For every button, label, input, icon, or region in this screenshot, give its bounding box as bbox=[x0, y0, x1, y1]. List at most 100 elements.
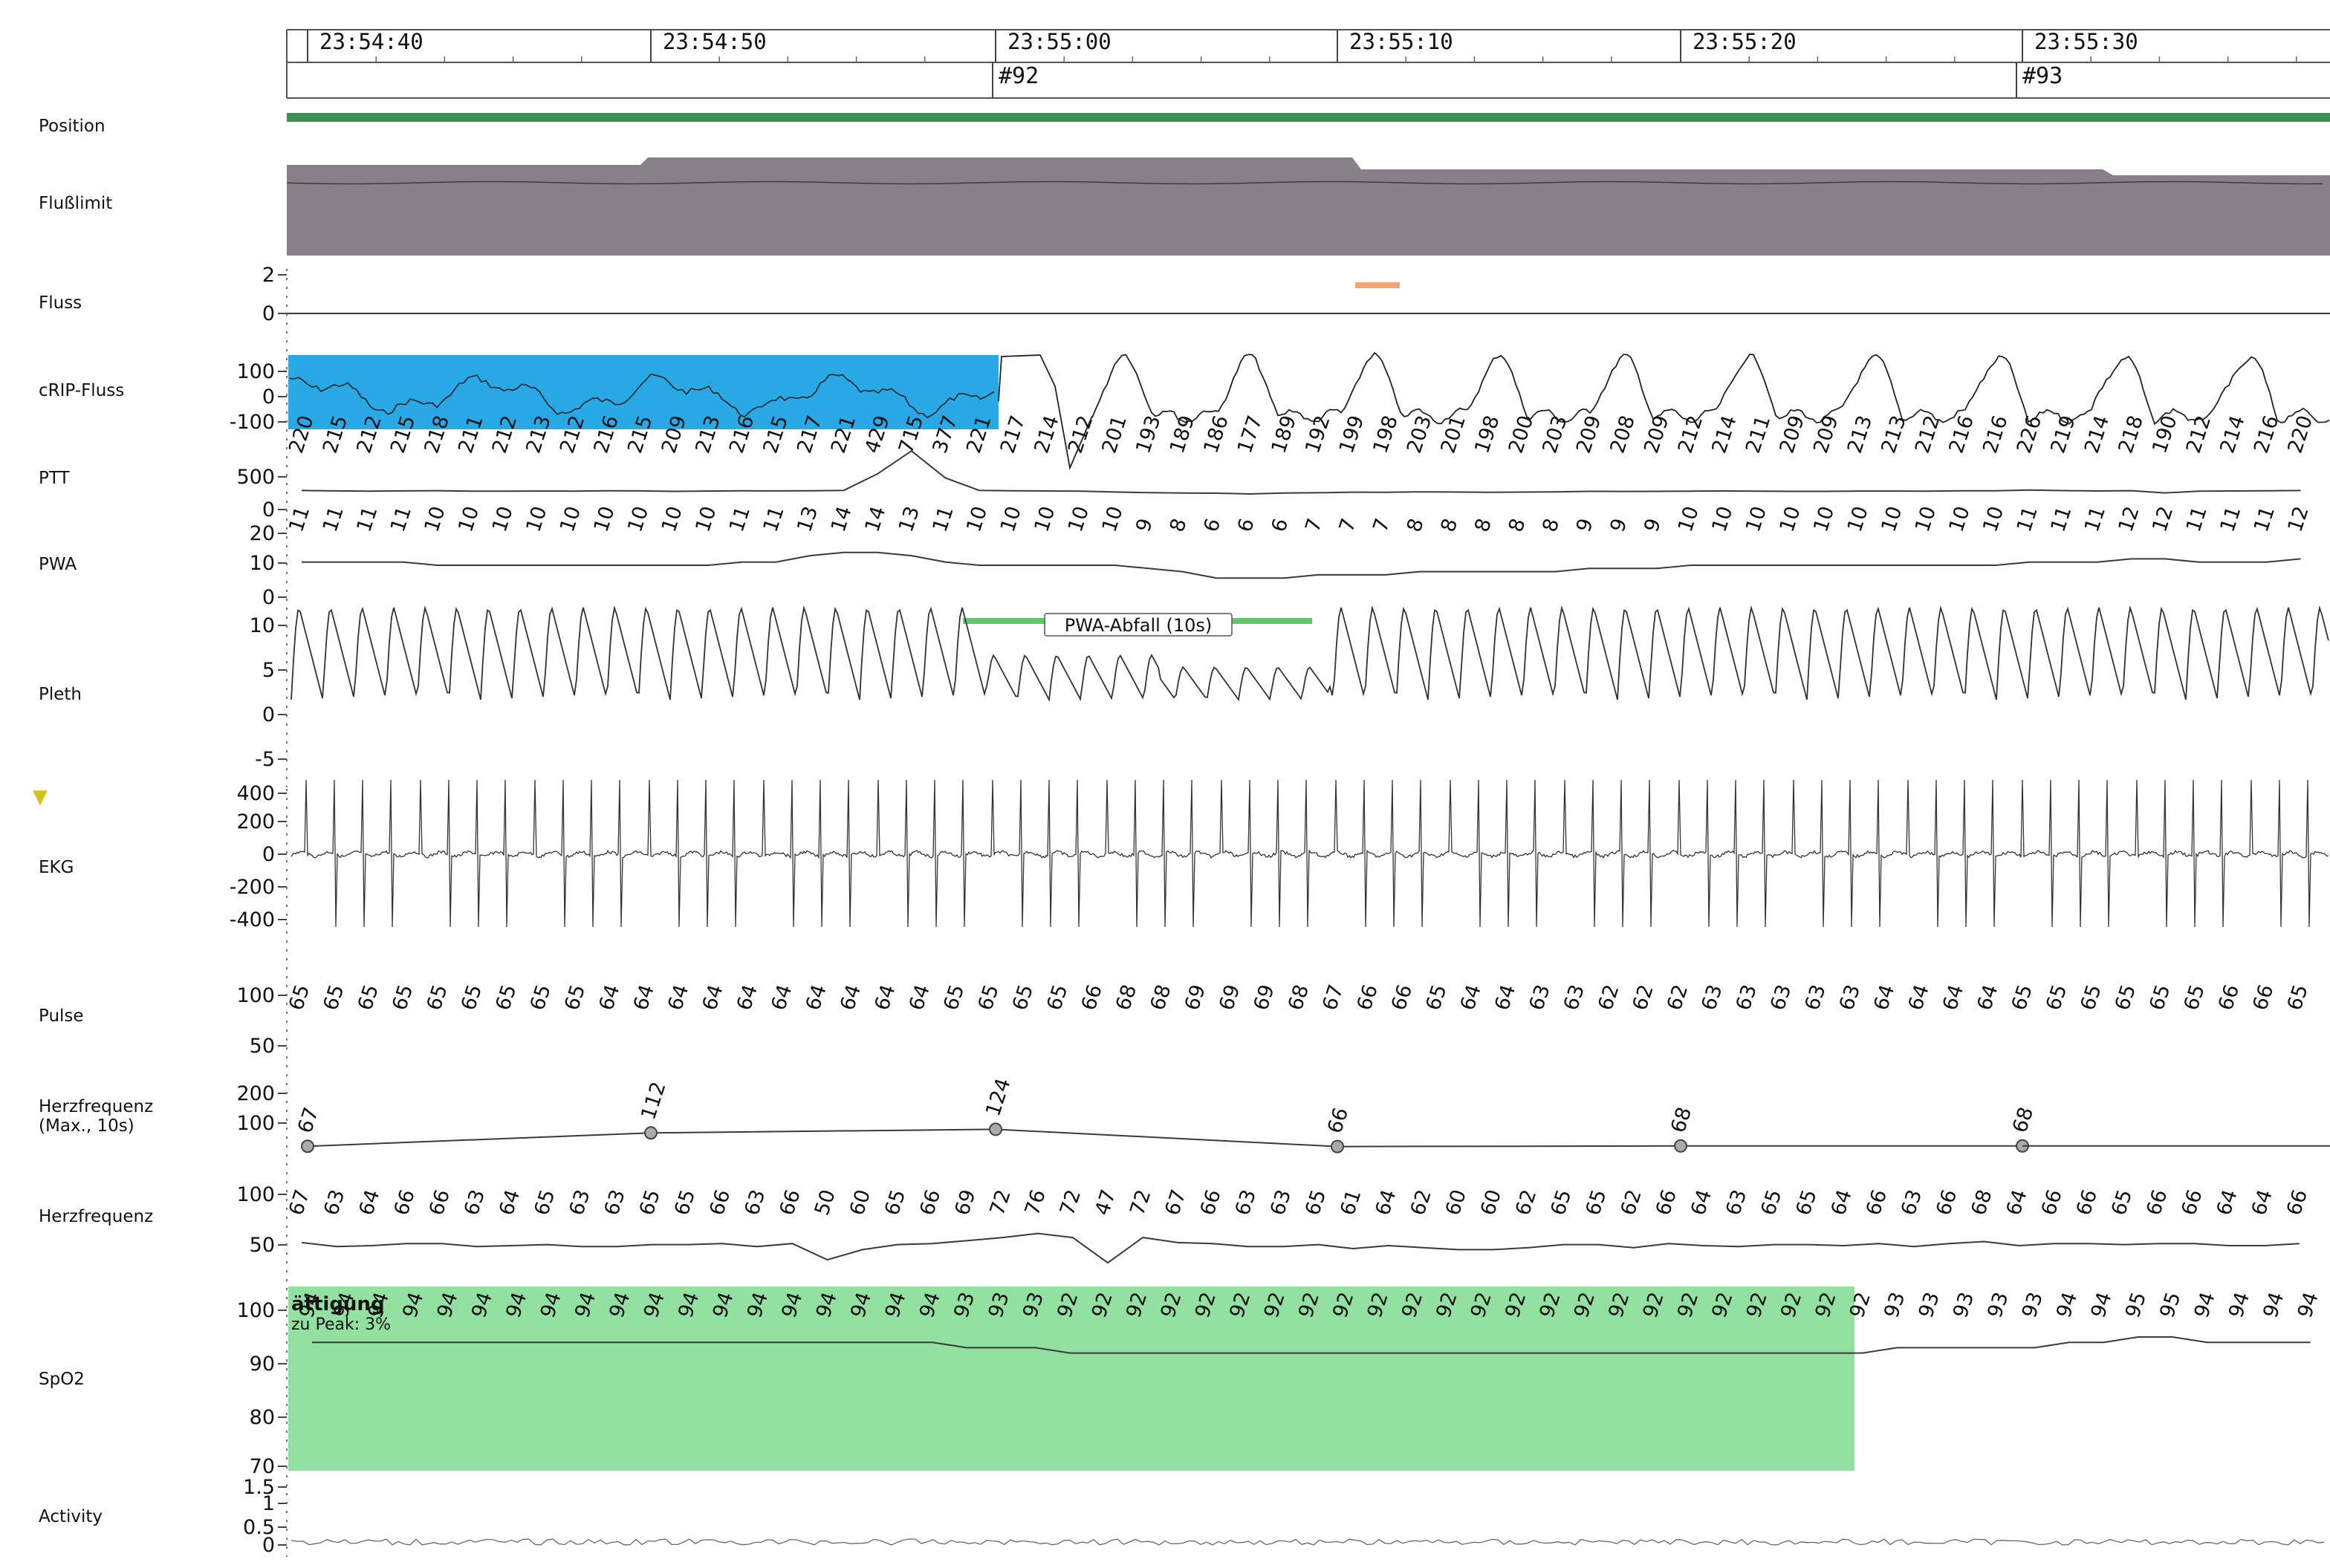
hr-value: 67 bbox=[285, 1187, 314, 1218]
ptt-value: 218 bbox=[2115, 413, 2148, 457]
ptt-value: 198 bbox=[1470, 413, 1504, 457]
hr-value: 65 bbox=[1756, 1187, 1786, 1218]
hr-value: 63 bbox=[565, 1187, 595, 1218]
spo2-value: 94 bbox=[2259, 1289, 2288, 1321]
hr-value: 64 bbox=[1827, 1187, 1857, 1218]
warning-icon[interactable]: ▼ bbox=[33, 786, 48, 808]
pulse-value: 64 bbox=[802, 982, 831, 1013]
ptt-value: 213 bbox=[1843, 413, 1877, 457]
pwa-value: 10 bbox=[421, 504, 450, 535]
spo2-value: 95 bbox=[2155, 1289, 2185, 1321]
pulse-value: 64 bbox=[595, 982, 625, 1013]
channel-label-line: Flußlimit bbox=[39, 194, 113, 213]
pwa-value: 11 bbox=[285, 504, 314, 535]
pwa-value: 12 bbox=[2284, 504, 2314, 535]
pwa-value: 10 bbox=[1064, 504, 1094, 535]
channel-label-line: Pulse bbox=[39, 1006, 84, 1026]
y-tick-label: 200 bbox=[236, 1082, 275, 1105]
y-tick-label: -400 bbox=[230, 908, 275, 931]
pulse-value: 65 bbox=[319, 982, 349, 1013]
pulse-value: 65 bbox=[285, 982, 314, 1013]
pulse-value: 69 bbox=[1215, 982, 1244, 1013]
channel-label-line: Herzfrequenz bbox=[39, 1097, 154, 1116]
ptt-value: 217 bbox=[996, 413, 1030, 457]
pwa-value: 11 bbox=[725, 504, 755, 535]
pulse-value: 63 bbox=[1697, 982, 1727, 1013]
channel-label-line: Pleth bbox=[39, 685, 82, 704]
hr-value: 66 bbox=[705, 1187, 735, 1218]
hr-max-value: 112 bbox=[637, 1079, 670, 1123]
pwa-value: 10 bbox=[996, 504, 1026, 535]
hr-value: 66 bbox=[776, 1187, 805, 1218]
pulse-value: 65 bbox=[1421, 982, 1451, 1013]
channel-label: SpO2 bbox=[39, 1370, 85, 1389]
hr-max-value: 68 bbox=[1667, 1105, 1696, 1136]
channel-label-line: SpO2 bbox=[39, 1370, 85, 1389]
spo2-trace bbox=[312, 1336, 2311, 1354]
y-tick-label: 100 bbox=[236, 984, 275, 1007]
hr-value: 66 bbox=[425, 1187, 455, 1218]
epoch-label: #93 bbox=[2022, 63, 2063, 89]
hr-value: 64 bbox=[2213, 1187, 2242, 1218]
channel-label-line: EKG bbox=[39, 858, 74, 877]
pulse-value: 66 bbox=[1077, 982, 1107, 1013]
hr-max-point bbox=[644, 1126, 658, 1140]
y-tick-label: 0 bbox=[262, 586, 275, 609]
pwa-value: 10 bbox=[1809, 504, 1839, 535]
ptt-value: 214 bbox=[1030, 413, 1063, 457]
pwa-value: 10 bbox=[1776, 504, 1805, 535]
y-tick-label: 500 bbox=[236, 466, 275, 489]
pulse-value: 65 bbox=[354, 982, 383, 1013]
ptt-value: 199 bbox=[1335, 413, 1369, 457]
pulse-value: 65 bbox=[388, 982, 418, 1013]
pwa-trace bbox=[302, 551, 2301, 579]
pwa-value: 10 bbox=[522, 504, 551, 535]
spo2-value: 94 bbox=[2190, 1289, 2220, 1321]
spo2-value: 93 bbox=[1983, 1289, 2013, 1321]
ptt-value: 200 bbox=[1505, 413, 1538, 457]
spo2-highlight bbox=[288, 1286, 1854, 1471]
hr-value: 66 bbox=[2177, 1187, 2207, 1218]
hr-value: 64 bbox=[2248, 1187, 2277, 1218]
pwa-value: 8 bbox=[1437, 515, 1463, 535]
ptt-value: 220 bbox=[2284, 413, 2317, 457]
hr-value: 72 bbox=[1126, 1187, 1155, 1218]
pwa-value: 10 bbox=[454, 504, 484, 535]
channel-label: Activity bbox=[39, 1507, 103, 1526]
pulse-value: 64 bbox=[871, 982, 900, 1013]
pulse-value: 67 bbox=[1318, 982, 1348, 1013]
pwa-value: 10 bbox=[623, 504, 653, 535]
pwa-value: 8 bbox=[1403, 515, 1429, 535]
ptt-value: 177 bbox=[1233, 413, 1267, 457]
ekg-trace bbox=[291, 779, 2329, 928]
pulse-value: 64 bbox=[663, 982, 693, 1013]
spo2-value: 93 bbox=[2018, 1289, 2048, 1321]
hr-value: 66 bbox=[390, 1187, 420, 1218]
pulse-value: 65 bbox=[2111, 982, 2141, 1013]
ptt-value: 208 bbox=[1606, 413, 1640, 457]
y-tick-label: -200 bbox=[230, 876, 275, 899]
time-tick-label: 23:54:50 bbox=[663, 29, 767, 54]
pwa-value: 10 bbox=[590, 504, 620, 535]
channel-label: cRIP-Fluss bbox=[39, 381, 124, 400]
pulse-value: 66 bbox=[2214, 982, 2244, 1013]
y-tick-label: 0 bbox=[262, 843, 275, 866]
hr-max-value: 67 bbox=[293, 1105, 323, 1136]
pwa-value: 14 bbox=[827, 504, 857, 535]
hr-value: 61 bbox=[1336, 1187, 1366, 1218]
ptt-value: 186 bbox=[1199, 413, 1233, 457]
pwa-value: 7 bbox=[1335, 515, 1361, 535]
hr-value: 65 bbox=[2107, 1187, 2137, 1218]
hr-max-point bbox=[1331, 1139, 1344, 1154]
y-tick-label: 50 bbox=[250, 1035, 275, 1058]
pulse-value: 65 bbox=[2077, 982, 2106, 1013]
time-tick-label: 23:55:20 bbox=[1693, 29, 1797, 54]
pwa-value: 10 bbox=[1945, 504, 1975, 535]
pulse-value: 66 bbox=[1353, 982, 1383, 1013]
hr-value: 64 bbox=[1372, 1187, 1401, 1218]
hr-value: 66 bbox=[1652, 1187, 1681, 1218]
pulse-value: 63 bbox=[1525, 982, 1555, 1013]
ptt-trace bbox=[301, 449, 2301, 495]
spo2-value: 94 bbox=[2087, 1289, 2117, 1321]
pulse-value: 63 bbox=[1835, 982, 1865, 1013]
